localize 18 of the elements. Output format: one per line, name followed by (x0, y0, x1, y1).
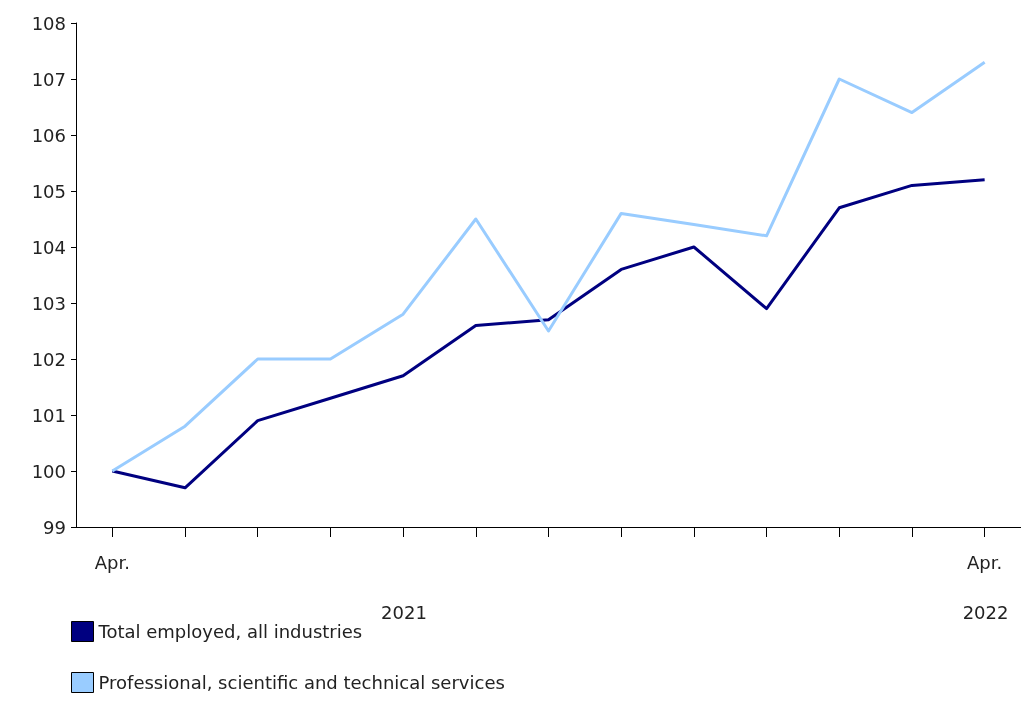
x-tick-label: Apr. (967, 551, 1003, 573)
legend-label: Professional, scientific and technical services (98, 672, 505, 693)
text: 2022 (962, 601, 1009, 623)
y-tick-label: 106 (31, 124, 66, 146)
y-tick-label: 100 (31, 460, 66, 482)
text: 2021 (381, 601, 427, 623)
line-series (110, 178, 987, 490)
line-series (110, 60, 987, 473)
y-tick-label: 105 (31, 180, 66, 202)
y-tick-label: 107 (31, 68, 66, 90)
y-tick-label: 103 (31, 292, 66, 314)
y-tick-label: 99 (43, 516, 66, 538)
y-tick-label: 104 (31, 236, 66, 258)
legend-label: Total employed, all industries (97, 621, 363, 642)
x-tick-label: Apr. (94, 551, 130, 573)
y-tick-label: 101 (31, 404, 66, 426)
y-tick-label: 108 (31, 12, 66, 34)
y-tick-label: 102 (31, 348, 66, 370)
